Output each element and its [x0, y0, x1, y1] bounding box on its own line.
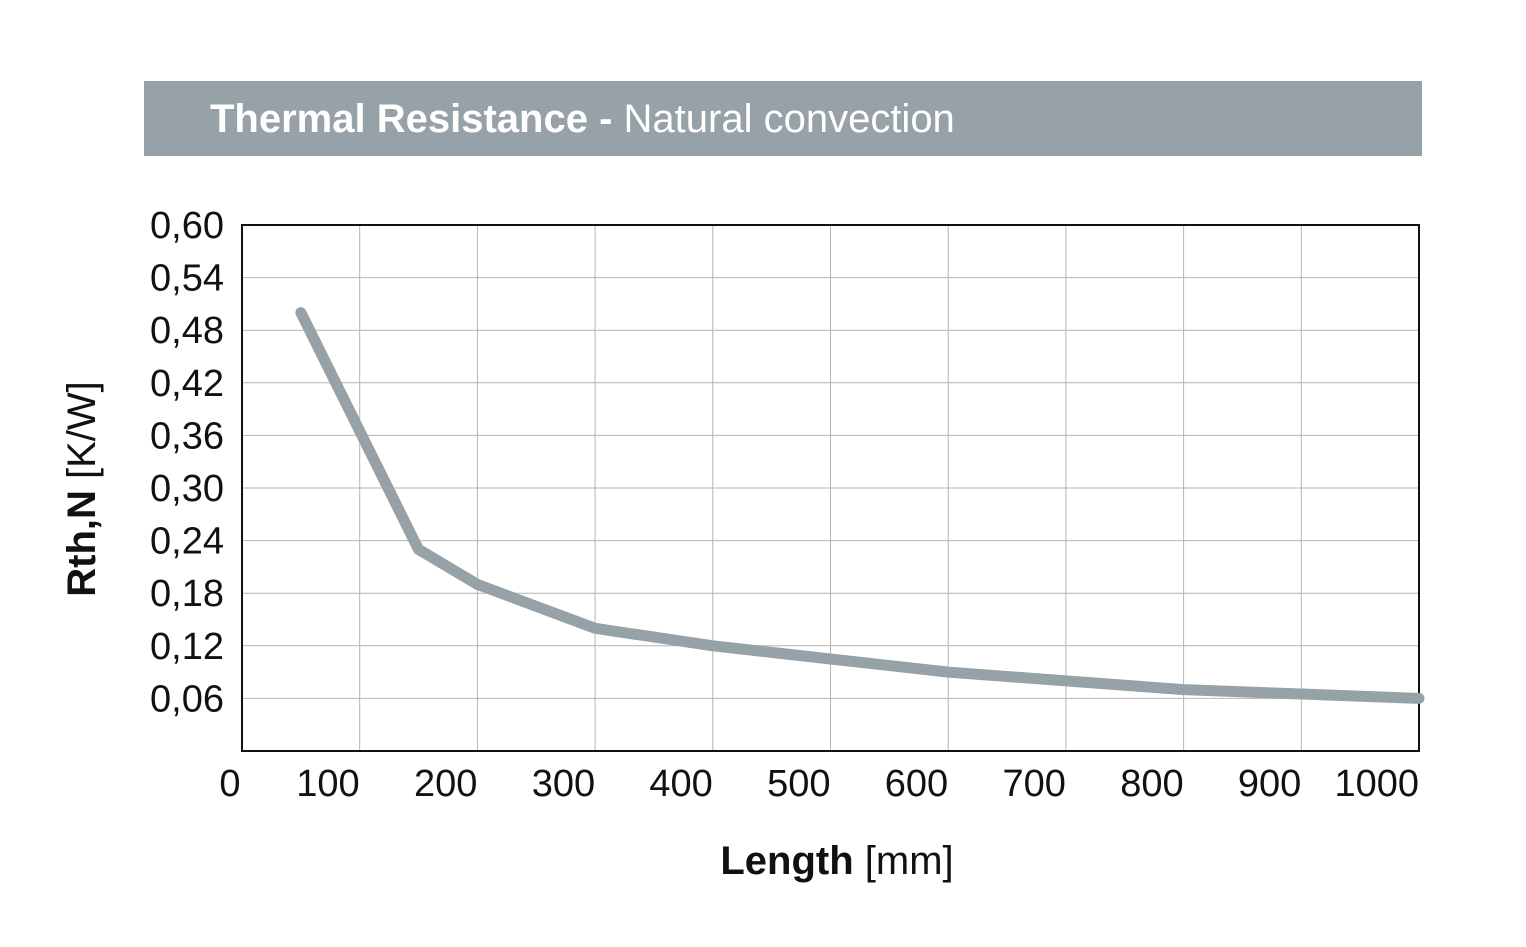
y-tick-label: 0,06: [150, 678, 224, 720]
x-tick-label: 700: [1002, 763, 1065, 805]
chart-title-band: Thermal Resistance - Natural convection: [144, 81, 1422, 156]
x-tick-label: 1000: [1334, 763, 1419, 805]
x-tick-label: 0: [219, 763, 240, 805]
x-tick-label: 100: [296, 763, 359, 805]
x-tick-label: 200: [414, 763, 477, 805]
y-axis-title-bold: Rth,N: [60, 490, 104, 597]
y-tick-label: 0,54: [150, 258, 224, 300]
x-tick-label: 400: [649, 763, 712, 805]
x-axis-title-bold: Length: [720, 839, 853, 883]
y-axis-title: Rth,N [K/W]: [60, 381, 104, 597]
series-line: [295, 307, 1425, 704]
y-tick-label: 0,42: [150, 363, 224, 405]
y-tick-label: 0,60: [150, 205, 224, 247]
x-tick-labels: 0 100 200 300 400 500 600 700 800 900 1000: [219, 763, 1419, 805]
x-tick-label: 900: [1238, 763, 1301, 805]
series-group: [295, 307, 1425, 704]
grid-lines: [242, 225, 1419, 751]
x-axis-title-unit: [mm]: [865, 839, 954, 883]
y-tick-label: 0,48: [150, 310, 224, 352]
x-tick-label: 300: [532, 763, 595, 805]
y-tick-label: 0,18: [150, 573, 224, 615]
y-tick-label: 0,24: [150, 521, 224, 563]
chart-title-bold: Thermal Resistance -: [210, 97, 613, 141]
plot-frame: [241, 224, 1420, 752]
x-tick-label: 800: [1120, 763, 1183, 805]
y-tick-labels: 0,06 0,12 0,18 0,24 0,30 0,36 0,42 0,48 0,54 0,60: [150, 205, 224, 720]
x-tick-label: 600: [885, 763, 948, 805]
y-tick-label: 0,12: [150, 626, 224, 668]
y-axis-title-unit: [K/W]: [60, 381, 104, 479]
chart-title-normal: Natural convection: [623, 97, 955, 141]
y-tick-label: 0,36: [150, 415, 224, 457]
y-tick-label: 0,30: [150, 468, 224, 510]
x-axis-title: Length [mm]: [720, 839, 953, 883]
chart-title: Thermal Resistance - Natural convection: [210, 95, 955, 143]
x-tick-label: 500: [767, 763, 830, 805]
